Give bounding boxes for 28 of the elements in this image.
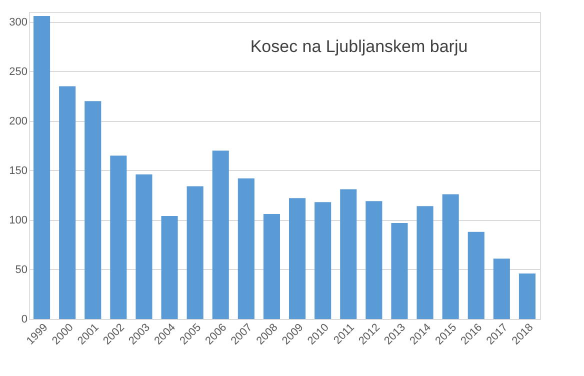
- bar: [110, 156, 127, 319]
- bar: [442, 194, 459, 319]
- y-tick-label: 0: [21, 314, 28, 326]
- bar: [186, 186, 204, 319]
- y-tick-label: 200: [9, 115, 28, 128]
- bar: [161, 216, 178, 319]
- y-tick-label: 150: [9, 164, 28, 177]
- bar: [314, 202, 332, 319]
- bar: [288, 198, 306, 319]
- bar: [238, 178, 254, 319]
- bar: [136, 174, 152, 319]
- y-tick-label: 50: [15, 264, 28, 276]
- bar: [468, 232, 484, 319]
- bar: [263, 214, 280, 319]
- bar: [366, 201, 382, 319]
- bar: [340, 189, 357, 319]
- text: Kosec na Ljubljanskem barju: [250, 37, 468, 56]
- bar: [84, 101, 102, 319]
- bar: [416, 206, 434, 319]
- y-tick-label: 100: [9, 214, 28, 226]
- bar: [493, 258, 510, 319]
- bar: [212, 150, 229, 319]
- bar: [59, 86, 76, 319]
- bar: [33, 16, 50, 319]
- y-tick-label: 250: [9, 66, 28, 78]
- bar: [391, 222, 408, 319]
- y-tick-label: 300: [9, 16, 28, 28]
- bar: [518, 273, 536, 319]
